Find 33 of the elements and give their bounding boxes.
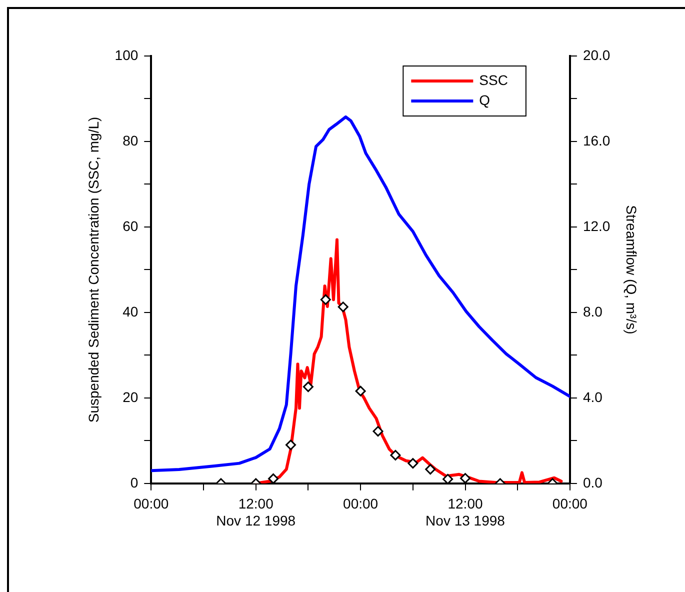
y-tick-label: 60 xyxy=(122,218,138,234)
point xyxy=(268,473,279,484)
point xyxy=(372,426,384,437)
point xyxy=(338,302,348,312)
point xyxy=(390,450,401,460)
y-tick-label: 0 xyxy=(130,474,138,490)
x-tick-label: 12:00 Nov 12 1998 xyxy=(216,496,296,528)
point xyxy=(442,474,454,484)
legend-label: SSC xyxy=(479,72,508,88)
y-tick-label: 20 xyxy=(122,388,138,405)
point xyxy=(286,440,296,450)
legend-label: Q xyxy=(479,92,490,108)
y2-tick-label: 12.0 xyxy=(582,218,610,234)
y-tick-label: 80 xyxy=(122,132,138,148)
y2-tick-label: 8.0 xyxy=(582,303,603,320)
point xyxy=(320,294,331,305)
point xyxy=(425,464,436,475)
y2-tick-label: 16.0 xyxy=(582,132,610,148)
y-tick-label: 100 xyxy=(114,46,138,63)
y2-axis-title: Streamflow (Q, m³/s) xyxy=(624,205,640,334)
x-tick-label: 00:00 xyxy=(552,496,588,512)
x-tick-label: 00:00 xyxy=(134,496,169,512)
y2-tick-label: 20.0 xyxy=(582,46,610,63)
point xyxy=(408,458,418,469)
point xyxy=(460,473,471,484)
point xyxy=(355,386,366,396)
y-axis-title: Suspended Sediment Concentration (SSC, mg/L) xyxy=(85,116,102,423)
x-tick-label: 12:00 Nov 13 1998 xyxy=(426,496,506,528)
y2-tick-label: 0.0 xyxy=(582,474,603,490)
point xyxy=(302,382,314,392)
y-tick-label: 40 xyxy=(122,303,138,320)
x-tick-label: 00:00 xyxy=(343,496,378,512)
y2-tick-label: 4.0 xyxy=(582,388,603,405)
